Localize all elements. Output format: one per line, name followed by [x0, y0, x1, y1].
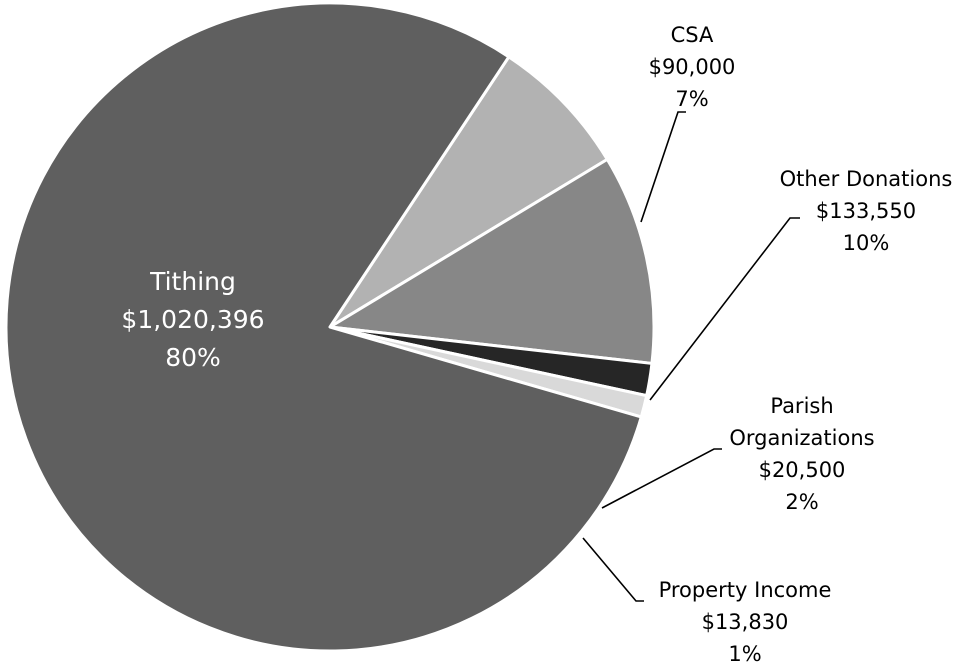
data-label-property-income: Property Income $13,830 1%	[659, 578, 832, 664]
data-label-other-donations: Other Donations $133,550 10%	[780, 167, 953, 255]
leader-line-property-income	[582, 537, 644, 602]
label-value: $90,000	[649, 55, 736, 79]
label-value: $133,550	[816, 199, 916, 223]
label-name: Parish	[770, 394, 833, 418]
leader-lines	[582, 111, 800, 602]
label-name: CSA	[671, 23, 714, 47]
label-name: Property Income	[659, 578, 832, 602]
label-value: $20,500	[759, 458, 846, 482]
pie-slice-other-donations	[328, 157, 656, 365]
data-label-tithing: Tithing $1,020,396 80%	[121, 267, 264, 372]
label-percent: 80%	[165, 343, 221, 372]
pie-slice-tithing	[4, 1, 643, 653]
data-label-parish-organizations: Parish Organizations $20,500 2%	[729, 394, 874, 514]
label-percent: 7%	[675, 87, 708, 111]
label-name: Organizations	[729, 426, 874, 450]
label-name: Other Donations	[780, 167, 953, 191]
leader-line-csa	[640, 111, 686, 223]
label-value: $1,020,396	[121, 305, 264, 334]
label-value: $13,830	[702, 610, 789, 634]
leader-line-parish-organizations	[601, 448, 722, 509]
leader-line-other-donations	[649, 217, 800, 401]
data-labels: Tithing $1,020,396 80% CSA $90,000 7% Other Do…	[121, 23, 952, 664]
label-percent: 10%	[843, 231, 890, 255]
pie-slice-csa	[328, 55, 609, 329]
pie-slices	[4, 1, 656, 653]
label-percent: 2%	[785, 490, 818, 514]
label-name: Tithing	[149, 267, 236, 296]
label-percent: 1%	[728, 642, 761, 664]
data-label-csa: CSA $90,000 7%	[649, 23, 736, 111]
